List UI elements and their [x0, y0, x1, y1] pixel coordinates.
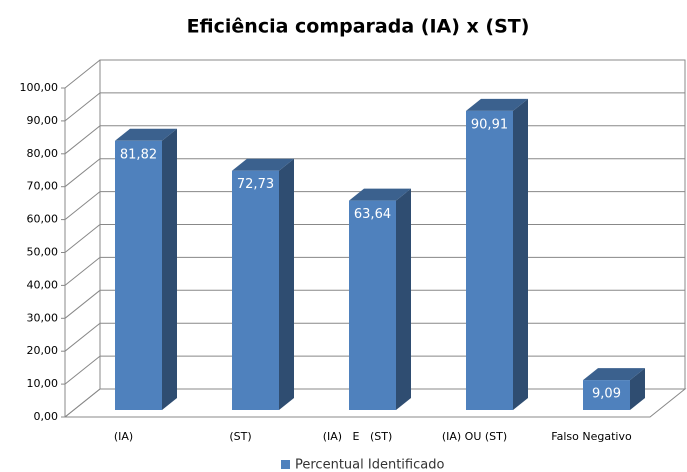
bar-side — [162, 128, 177, 410]
bar — [349, 200, 396, 410]
y-tick-label: 20,00 — [27, 344, 59, 357]
y-tick-label: 90,00 — [27, 114, 59, 127]
y-tick-label: 10,00 — [27, 377, 59, 390]
bar — [232, 170, 279, 410]
bar-top — [466, 98, 528, 111]
bar — [466, 110, 513, 410]
value-label: 63,64 — [354, 207, 391, 222]
bar-top — [583, 368, 645, 381]
bar — [583, 380, 630, 410]
grid-line — [64, 92, 685, 122]
bar-side — [630, 368, 645, 410]
y-tick-label: 70,00 — [27, 180, 59, 193]
x-tick-label: (IA) OU (ST) — [442, 430, 507, 443]
y-tick-label: 50,00 — [27, 246, 59, 259]
grid-line — [64, 59, 685, 89]
y-tick-label: 40,00 — [27, 278, 59, 291]
bar-top — [232, 158, 294, 171]
y-tick-label: 0,00 — [34, 410, 59, 423]
y-tick-label: 60,00 — [27, 213, 59, 226]
bar-top — [349, 188, 411, 201]
y-tick-label: 100,00 — [20, 81, 59, 94]
x-tick-label: (ST) — [229, 430, 251, 443]
chart-title: Eficiência comparada (IA) x (ST) — [187, 16, 530, 38]
value-label: 81,82 — [120, 147, 157, 162]
legend-label: Percentual Identificado — [295, 458, 444, 472]
y-tick-label: 30,00 — [27, 311, 59, 324]
bar-side — [279, 158, 294, 410]
x-tick-label: Falso Negativo — [551, 430, 632, 443]
value-label: 72,73 — [237, 177, 274, 192]
x-tick-label: (IA) E (ST) — [323, 430, 393, 443]
bar-top — [115, 128, 177, 141]
value-label: 9,09 — [592, 387, 621, 402]
bar-side — [396, 188, 411, 410]
y-tick-label: 80,00 — [27, 147, 59, 160]
x-tick-label: (IA) — [114, 430, 133, 443]
legend-swatch — [281, 460, 290, 469]
bar — [115, 140, 162, 410]
bar-side — [513, 98, 528, 410]
value-label: 90,91 — [471, 117, 508, 132]
